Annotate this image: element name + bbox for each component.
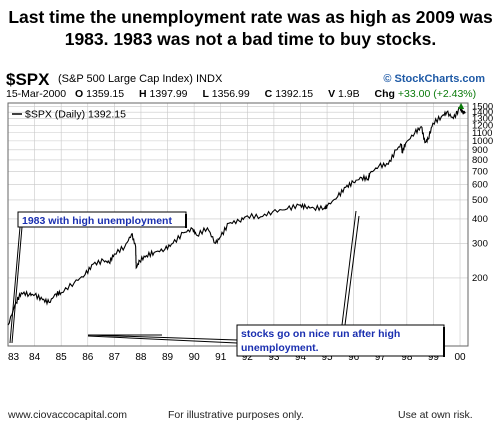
headline-line-1: Last time the unemployment rate was as h…	[8, 7, 493, 27]
annotation-run-pointer-2	[344, 215, 360, 326]
close-label: C	[264, 88, 273, 100]
footer-site: www.ciovaccocapital.com	[8, 409, 128, 421]
high-value: 1397.99	[149, 88, 188, 100]
annotation-1983-text: 1983 with high unemployment	[22, 215, 172, 227]
x-tick-label: 99	[428, 352, 440, 363]
change-value: +33.00 (+2.43%)	[397, 88, 477, 100]
x-tick-label: 95	[322, 352, 334, 363]
annotation-run-line-2: unemployment.	[241, 342, 319, 354]
x-tick-label: 94	[295, 352, 307, 363]
x-axis-labels: 83 84 85 86 87 88 89 90 91 92 93 94 95 96 97 98 99 00	[8, 352, 466, 363]
x-tick-label: 83	[8, 352, 20, 363]
stockcharts-brand: © StockCharts.com	[383, 73, 485, 85]
y-tick-label: 200	[472, 273, 488, 284]
open-label: O	[75, 88, 84, 100]
headline: Last time the unemployment rate was as h…	[0, 6, 501, 50]
y-tick-label: 1100	[472, 128, 492, 139]
x-tick-label: 86	[82, 352, 94, 363]
price-line	[7, 106, 466, 326]
annotation-run-line-1: stocks go on nice run after high	[241, 328, 400, 340]
low-label: L	[202, 88, 209, 100]
annotation-run-left-pointer-2	[87, 335, 238, 344]
x-tick-label: 87	[109, 352, 121, 363]
x-tick-label: 84	[29, 352, 41, 363]
y-tick-label: 800	[472, 155, 488, 166]
volume-label: V	[328, 88, 336, 100]
y-tick-label: 1500	[472, 101, 493, 112]
annotation-1983-pointer-1	[9, 226, 21, 344]
y-tick-label: 400	[472, 214, 488, 225]
x-tick-label: 00	[454, 352, 466, 363]
quote-line: 15-Mar-2000 O 1359.15 H 1397.99 L 1356.9…	[6, 88, 488, 100]
footer-purpose: For illustrative purposes only.	[168, 409, 304, 421]
headline-line-2: 1983. 1983 was not a bad time to buy sto…	[64, 29, 437, 49]
quote-date: 15-Mar-2000	[6, 88, 67, 100]
x-tick-label: 97	[375, 352, 387, 363]
x-tick-label: 89	[162, 352, 174, 363]
y-tick-label: 1300	[472, 114, 493, 125]
brand-logo: © StockCharts.com	[383, 73, 485, 85]
x-tick-label: 91	[215, 352, 227, 363]
volume-value: 1.9B	[338, 88, 360, 100]
change-label: Chg	[374, 88, 395, 100]
y-tick-label: 1000	[472, 136, 493, 147]
x-tick-label: 88	[135, 352, 147, 363]
high-label: H	[139, 88, 147, 100]
x-tick-label: 98	[401, 352, 413, 363]
chart-legend: $SPX (Daily) 1392.15	[12, 109, 126, 121]
y-tick-label: 300	[472, 238, 488, 249]
annotation-run-left-pointer-1	[87, 334, 238, 341]
open-value: 1359.15	[86, 88, 125, 100]
y-tick-label: 600	[472, 179, 488, 190]
y-tick-label: 1200	[472, 120, 493, 131]
chart-symbol-description: (S&P 500 Large Cap Index) INDX	[58, 73, 223, 85]
x-tick-label: 93	[268, 352, 280, 363]
x-tick-label: 92	[242, 352, 254, 363]
up-arrow-icon: ▲	[458, 101, 465, 110]
x-tick-label: 90	[189, 352, 201, 363]
x-tick-label: 85	[56, 352, 68, 363]
chart-symbol: $SPX	[6, 70, 50, 89]
annotation-run-pointer-1	[341, 210, 357, 326]
y-tick-label: 1400	[472, 107, 493, 118]
y-tick-label: 700	[472, 166, 488, 177]
legend-label: $SPX (Daily) 1392.15	[25, 109, 126, 121]
low-value: 1356.99	[211, 88, 250, 100]
annotation-1983-pointer-2	[11, 226, 23, 344]
close-value: 1392.15	[275, 88, 314, 100]
y-tick-label: 500	[472, 195, 488, 206]
x-tick-label: 96	[348, 352, 360, 363]
footer-risk: Use at own risk.	[398, 409, 473, 421]
y-tick-label: 900	[472, 145, 488, 156]
